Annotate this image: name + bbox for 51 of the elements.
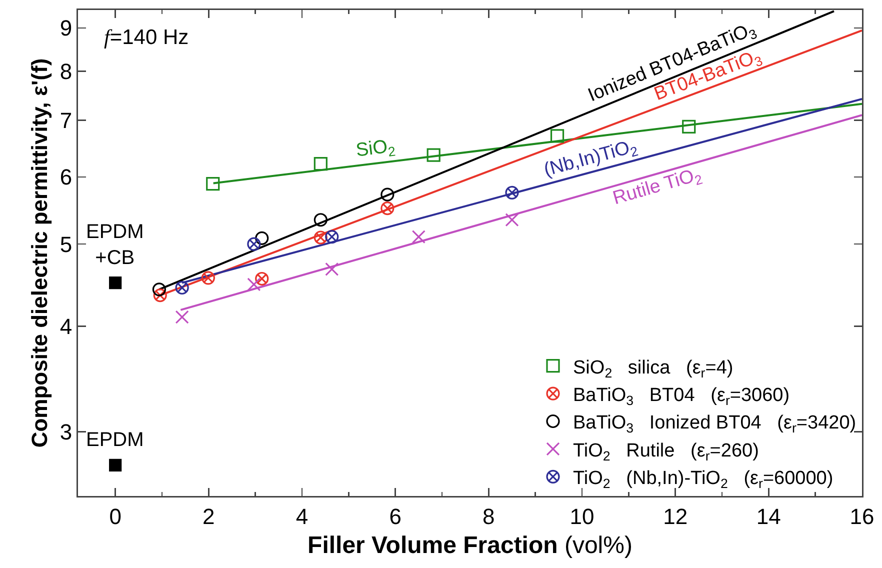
series-label: EPDM +CB: [86, 221, 144, 269]
x-tick-label: 16: [850, 504, 874, 529]
point: [109, 458, 122, 472]
y-axis-title: Composite dielectric permittivity, ε'(f): [26, 58, 52, 448]
point: [175, 280, 189, 295]
legend-label: BaTiO$_{3}$ BT04 (ε$_{r}$=3060): [573, 384, 790, 408]
series-label: EPDM: [86, 429, 144, 451]
point: [153, 288, 167, 302]
x-tick-label: 10: [570, 504, 594, 529]
point: [314, 156, 328, 171]
point: [314, 230, 328, 244]
point: [255, 231, 269, 246]
point: [201, 271, 215, 285]
point: [175, 310, 189, 324]
point: [325, 262, 339, 276]
y-tick-label: 3: [60, 420, 72, 445]
point: [380, 188, 394, 202]
point: [380, 202, 394, 216]
point: [255, 272, 269, 286]
x-axis-title: Filler Volume Fraction (vol%): [308, 532, 632, 559]
y-tick-label: 7: [60, 108, 72, 134]
legend-label: BaTiO$_{3}$ Ionized BT04 (ε$_{r}$=3420): [573, 412, 856, 436]
x-tick-label: 12: [663, 504, 688, 529]
y-tick-label: 5: [60, 232, 72, 257]
point: [682, 120, 696, 134]
point: [314, 213, 328, 227]
legend-label: SiO$_{2}$ silica (ε$_{r}$=4): [573, 357, 734, 380]
point: [550, 129, 564, 143]
legend-label: TiO$_{2}$ (Nb,In)-TiO$_{2}$ (ε$_{r}$=60000): [573, 468, 834, 492]
annotation: f=140 Hz: [104, 25, 189, 49]
point: [325, 230, 339, 244]
x-tick-label: 2: [202, 504, 215, 529]
point: [109, 276, 122, 290]
x-tick-label: 4: [296, 504, 308, 529]
legend-label: TiO$_{2}$ Rutile (ε$_{r}$=260): [573, 440, 759, 464]
point: [206, 177, 220, 191]
y-tick-label: 4: [60, 314, 72, 339]
x-tick-label: 14: [756, 504, 781, 529]
point: [505, 186, 519, 200]
y-tick-label: 9: [60, 16, 72, 41]
point: [152, 282, 166, 296]
x-tick-label: 0: [109, 504, 122, 529]
x-tick-label: 6: [389, 504, 402, 529]
y-tick-label: 8: [60, 58, 72, 84]
point: [505, 213, 519, 227]
point: [426, 148, 440, 162]
point: [247, 278, 261, 292]
y-tick-label: 6: [60, 164, 72, 190]
x-tick-label: 8: [482, 504, 495, 529]
point: [412, 230, 426, 244]
point: [247, 237, 261, 251]
